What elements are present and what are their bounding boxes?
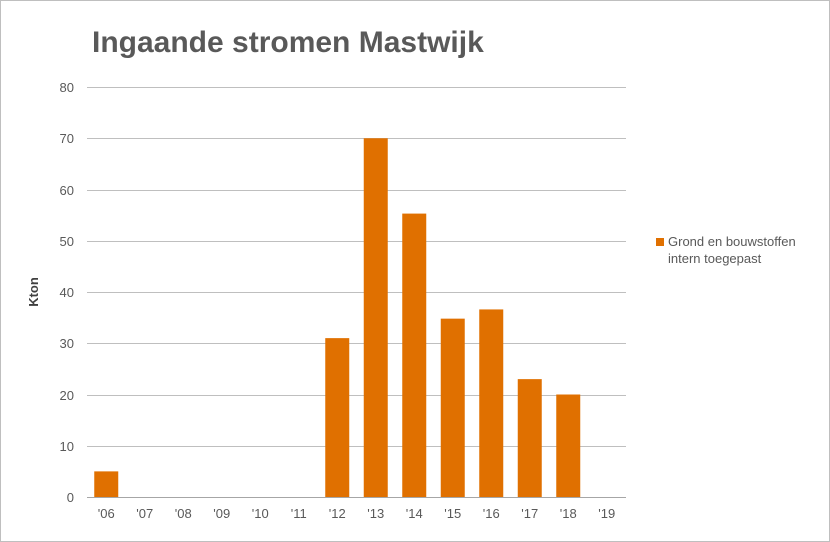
- bar: [556, 394, 581, 497]
- y-tick-labels: 0 10 20 30 40 50 60 70 80: [60, 80, 74, 505]
- x-tick-label: '18: [560, 506, 577, 521]
- y-tick-label: 40: [60, 285, 74, 300]
- y-tick-label: 30: [60, 336, 74, 351]
- x-tick-label: '09: [213, 506, 230, 521]
- x-tick-label: '15: [444, 506, 461, 521]
- bar: [517, 379, 542, 497]
- legend-swatch: [656, 238, 664, 246]
- x-tick-labels: '06 '07 '08 '09 '10 '11 '12 '13 '14 '15 '16 '17 '18 '…: [98, 506, 615, 521]
- y-axis-label: Kton: [26, 277, 41, 307]
- y-tick-label: 20: [60, 388, 74, 403]
- x-tick-label: '06: [98, 506, 115, 521]
- y-tick-label: 70: [60, 131, 74, 146]
- bar: [94, 471, 119, 497]
- y-tick-label: 50: [60, 234, 74, 249]
- x-tick-label: '19: [598, 506, 615, 521]
- x-tick-label: '10: [252, 506, 269, 521]
- x-tick-label: '11: [291, 506, 307, 521]
- legend: Grond en bouwstoffen intern toegepast: [656, 233, 826, 267]
- chart-title: Ingaande stromen Mastwijk: [92, 26, 484, 59]
- bar: [363, 138, 388, 497]
- y-tick-label: 0: [67, 490, 74, 505]
- x-tick-label: '17: [521, 506, 538, 521]
- bar: [402, 213, 427, 497]
- y-tick-label: 80: [60, 80, 74, 95]
- x-tick-label: '12: [329, 506, 346, 521]
- gridlines: [87, 87, 626, 498]
- legend-label: Grond en bouwstoffen intern toegepast: [668, 234, 796, 266]
- x-tick-label: '16: [483, 506, 500, 521]
- bars: [94, 138, 581, 497]
- bar: [325, 338, 350, 497]
- bar: [440, 318, 465, 497]
- y-tick-label: 10: [60, 439, 74, 454]
- x-tick-label: '14: [406, 506, 423, 521]
- x-tick-label: '07: [136, 506, 153, 521]
- y-tick-label: 60: [60, 183, 74, 198]
- bar: [479, 309, 504, 497]
- x-tick-label: '13: [367, 506, 384, 521]
- x-tick-label: '08: [175, 506, 192, 521]
